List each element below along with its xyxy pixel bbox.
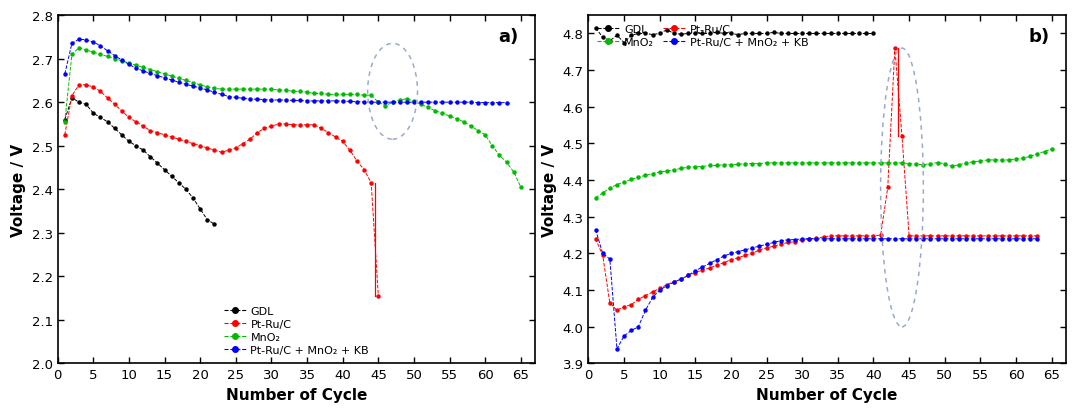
Y-axis label: Voltage / V: Voltage / V — [542, 143, 557, 236]
Legend: GDL, MnO₂, Pt-Ru/C, Pt-Ru/C + MnO₂ + KB: GDL, MnO₂, Pt-Ru/C, Pt-Ru/C + MnO₂ + KB — [595, 21, 812, 51]
Text: b): b) — [1029, 28, 1049, 46]
Legend: GDL, Pt-Ru/C, MnO₂, Pt-Ru/C + MnO₂ + KB: GDL, Pt-Ru/C, MnO₂, Pt-Ru/C + MnO₂ + KB — [221, 303, 373, 358]
Y-axis label: Voltage / V: Voltage / V — [11, 143, 26, 236]
X-axis label: Number of Cycle: Number of Cycle — [756, 387, 898, 402]
Text: a): a) — [499, 28, 518, 46]
X-axis label: Number of Cycle: Number of Cycle — [226, 387, 367, 402]
